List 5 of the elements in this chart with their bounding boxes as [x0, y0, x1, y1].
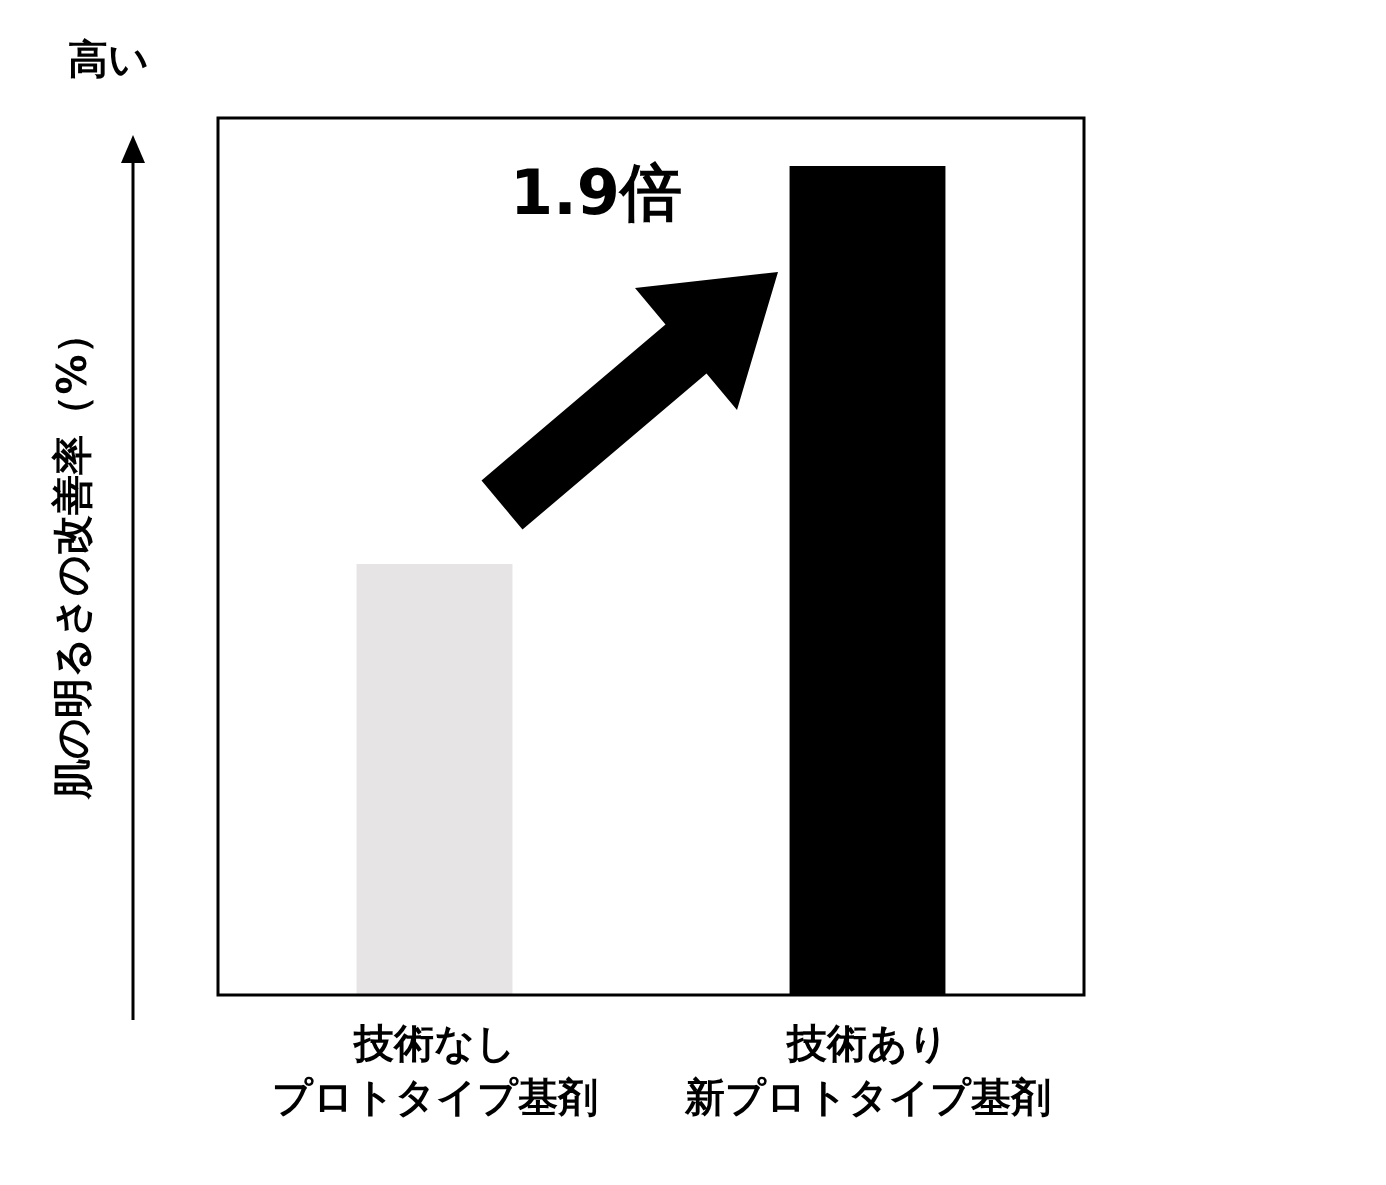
x-tick-label: 技術なしプロトタイプ基剤	[271, 1020, 598, 1121]
annotation: 1.9倍	[510, 156, 682, 230]
x-tick-label: 技術あり新プロトタイプ基剤	[683, 1020, 1051, 1121]
text: 高い	[67, 36, 149, 83]
y-axis-title: 肌の明るさの改善率（%）	[49, 314, 96, 800]
